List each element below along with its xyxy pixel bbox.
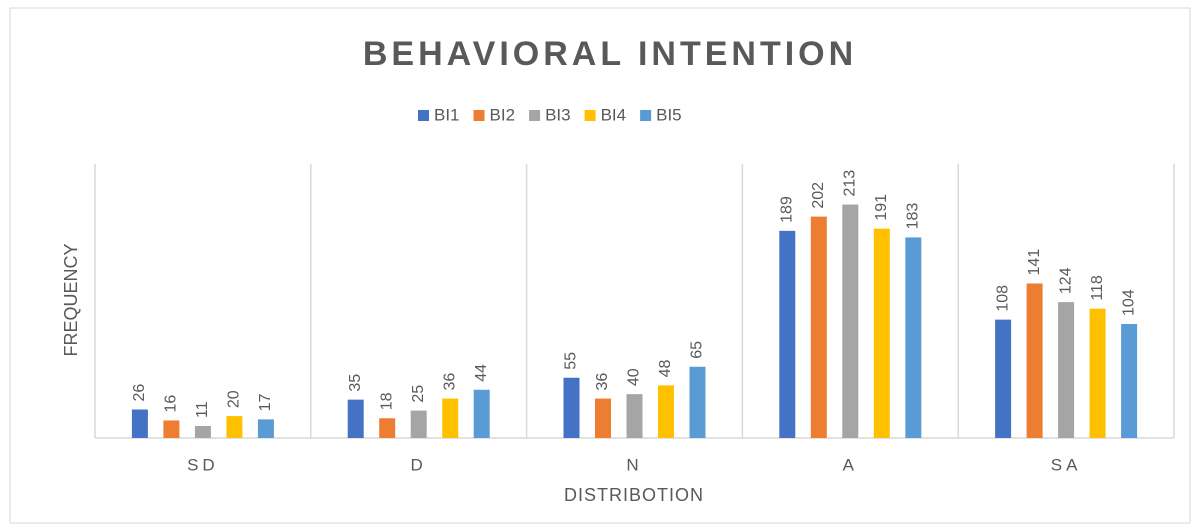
bar <box>905 237 922 438</box>
legend-label: BI1 <box>434 105 460 124</box>
data-label: 26 <box>131 384 148 402</box>
data-label: 48 <box>657 359 674 377</box>
chart-border <box>9 7 1191 524</box>
data-label: 20 <box>226 390 243 408</box>
bar <box>995 319 1012 438</box>
bar <box>1026 283 1043 438</box>
chart-title: BEHAVIORAL INTENTION <box>363 35 857 73</box>
bar <box>842 204 859 438</box>
bar <box>779 230 796 438</box>
bar <box>626 394 643 438</box>
bar <box>347 399 364 438</box>
data-label: 124 <box>1057 267 1074 294</box>
data-label: 189 <box>779 196 796 223</box>
legend-label: BI4 <box>601 105 627 124</box>
data-label: 183 <box>905 203 922 230</box>
x-tick-label: SD <box>187 455 219 474</box>
legend-swatch <box>640 110 652 121</box>
data-label: 17 <box>257 393 274 411</box>
legend-swatch <box>418 110 429 121</box>
bar <box>1058 302 1075 438</box>
bar <box>473 389 490 438</box>
bar <box>131 409 148 438</box>
bar <box>1121 324 1138 438</box>
data-label: 44 <box>473 364 490 382</box>
bar <box>379 418 396 438</box>
data-label: 55 <box>563 352 580 370</box>
data-label: 36 <box>441 373 458 391</box>
data-label: 25 <box>410 385 427 403</box>
bar <box>410 410 427 438</box>
x-tick-label: SA <box>1051 455 1082 474</box>
bar <box>163 420 180 438</box>
x-axis-label: DISTRIBOTION <box>564 485 704 505</box>
bar <box>873 228 890 438</box>
data-label: 11 <box>194 401 211 418</box>
data-label: 65 <box>689 341 706 359</box>
data-label: 141 <box>1026 249 1043 276</box>
bar <box>658 385 674 438</box>
bar <box>257 419 274 438</box>
bar <box>226 416 243 438</box>
bar <box>442 398 459 438</box>
data-label: 104 <box>1120 289 1137 316</box>
x-tick-label: A <box>843 455 858 474</box>
data-label: 35 <box>347 374 364 392</box>
data-label: 213 <box>842 170 859 197</box>
bar <box>563 377 580 438</box>
x-tick-label: D <box>411 455 427 474</box>
legend-label: BI3 <box>545 105 571 124</box>
bar <box>689 366 706 438</box>
x-tick-label: N <box>626 455 642 474</box>
legend-label: BI5 <box>656 105 682 124</box>
data-label: 16 <box>163 395 180 413</box>
bar <box>810 216 827 438</box>
legend-swatch <box>584 110 596 121</box>
data-label: 202 <box>810 182 827 209</box>
data-label: 108 <box>994 285 1011 312</box>
bar <box>194 425 211 438</box>
data-label: 191 <box>873 194 890 221</box>
data-label: 40 <box>626 368 643 386</box>
legend-label: BI2 <box>490 105 516 124</box>
legend-swatch <box>473 110 485 121</box>
data-label: 36 <box>594 373 611 391</box>
legend-swatch <box>529 110 541 121</box>
data-label: 118 <box>1089 275 1106 301</box>
bar <box>595 398 611 438</box>
data-label: 18 <box>378 392 395 410</box>
y-axis-label: FREQUENCY <box>61 243 81 356</box>
bar <box>1089 308 1106 438</box>
